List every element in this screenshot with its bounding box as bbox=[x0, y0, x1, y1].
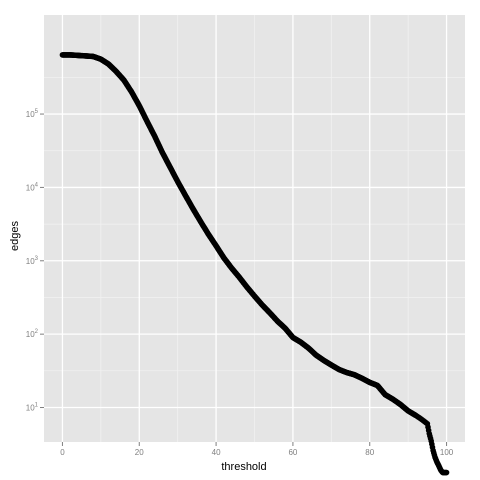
x-tick-label: 80 bbox=[365, 448, 374, 457]
data-point bbox=[443, 469, 450, 476]
y-tick-label: 103 bbox=[26, 256, 39, 266]
x-axis-ticks: 0 20 40 60 80 100 bbox=[60, 442, 454, 457]
y-tick-label: 102 bbox=[26, 329, 39, 339]
x-tick-label: 60 bbox=[288, 448, 297, 457]
y-tick-label: 104 bbox=[26, 182, 39, 192]
y-axis-ticks: 101 102 103 104 105 bbox=[26, 109, 44, 413]
x-axis-title: threshold bbox=[221, 461, 266, 473]
y-axis-title: edges bbox=[9, 221, 21, 251]
y-tick-label: 101 bbox=[26, 403, 39, 413]
x-tick-label: 40 bbox=[212, 448, 221, 457]
x-tick-label: 100 bbox=[440, 448, 454, 457]
x-tick-label: 20 bbox=[135, 448, 144, 457]
data-points bbox=[59, 52, 450, 476]
x-tick-label: 0 bbox=[60, 448, 65, 457]
grid-lines bbox=[44, 15, 465, 442]
y-tick-label: 105 bbox=[26, 109, 39, 119]
